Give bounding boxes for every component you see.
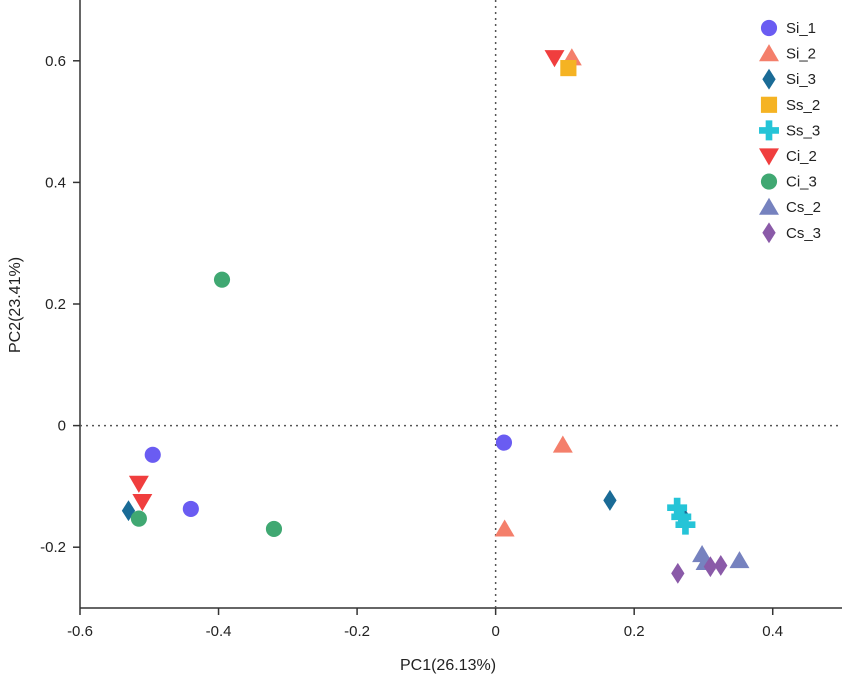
legend-marker-cs-3 [762,222,776,244]
x-tick-label: 0.2 [624,623,645,640]
point-ci-3 [130,510,147,527]
legend-marker-ci-2 [759,148,779,166]
point-si-3 [121,500,136,522]
y-tick-label: -0.2 [40,539,66,556]
point-ci-3 [213,271,231,288]
x-tick-label: -0.2 [344,623,370,640]
y-tick-label: 0.2 [45,296,66,313]
legend-label-ci-2: Ci_2 [786,148,817,165]
point-ss-3 [667,497,688,518]
point-cs-3 [671,562,685,584]
y-axis-title: PC2(23.41%) [7,257,24,353]
legend-marker-si-3 [762,68,776,90]
legend-marker-si-2 [759,44,779,62]
legend-marker-cs-2 [759,197,779,215]
legend: Si_1 Si_2 Si_3 Ss_2 Ss_3 Ci_2 Ci_3 Cs_2 Cs_3 [759,19,821,244]
legend-marker-ss-2 [760,96,778,113]
axes-layer: -0.6 -0.4 -0.2 0 0.2 0.4 -0.2 0 0.2 0.4 0.6 [40,0,842,640]
y-tick-label: 0.6 [45,53,66,70]
point-si-2 [494,519,515,537]
point-ss-3 [671,506,692,527]
legend-label-ci-3: Ci_3 [786,174,817,191]
legend-label-cs-2: Cs_2 [786,199,821,216]
point-cs-2 [729,551,750,569]
legend-label-ss-2: Ss_2 [786,97,820,114]
x-tick-label: -0.4 [206,623,232,640]
point-ci-2 [128,475,149,493]
point-ci-3 [265,520,283,538]
legend-marker-ci-3 [760,173,778,190]
legend-marker-si-1 [760,19,778,37]
legend-label-si-1: Si_1 [786,20,816,37]
point-ss-2 [560,60,577,77]
legend-label-si-2: Si_2 [786,46,816,63]
legend-marker-ss-3 [759,120,779,141]
point-si-1 [182,500,199,517]
point-cs-3 [714,554,728,576]
point-ss-3 [675,514,696,535]
legend-label-si-3: Si_3 [786,71,816,88]
points-layer [121,48,750,584]
legend-label-ss-3: Ss_3 [786,122,820,139]
point-ci-2 [544,50,565,68]
point-si-2 [552,435,573,453]
point-si-3 [603,489,617,511]
y-tick-label: 0.4 [45,174,66,191]
x-tick-label: 0 [491,623,499,640]
y-tick-label: 0 [58,418,66,435]
x-tick-label: -0.6 [67,623,93,640]
point-si-1 [495,434,513,451]
x-tick-label: 0.4 [762,623,783,640]
point-si-1 [144,446,161,463]
x-axis-title: PC1(26.13%) [400,657,496,674]
point-ci-2 [132,494,153,512]
legend-label-cs-3: Cs_3 [786,225,821,242]
point-cs-3 [703,556,718,578]
